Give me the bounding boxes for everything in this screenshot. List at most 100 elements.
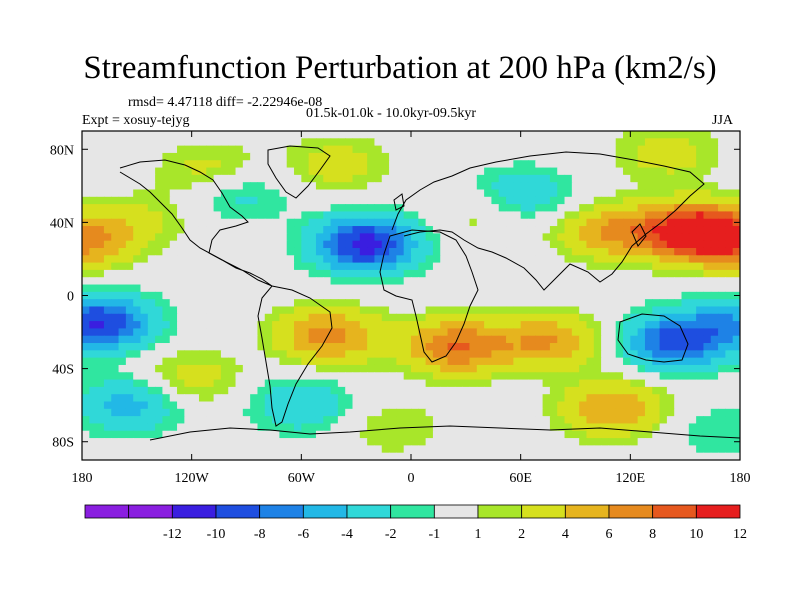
field-cell	[425, 160, 434, 169]
field-cell	[235, 372, 244, 381]
field-cell	[411, 335, 419, 344]
field-cell	[491, 306, 500, 315]
field-cell	[264, 408, 273, 417]
field-cell	[220, 291, 229, 300]
field-cell	[527, 401, 536, 410]
field-cell	[681, 379, 690, 388]
field-cell	[242, 211, 251, 220]
period-label: 01.5k-01.0k - 10.0kyr-09.5kyr	[306, 106, 477, 121]
field-cell	[681, 284, 690, 293]
field-cell	[381, 408, 390, 417]
field-cell	[564, 255, 573, 264]
field-cell	[272, 416, 280, 425]
field-cell	[623, 321, 631, 329]
field-cell	[206, 138, 215, 147]
field-cell	[367, 145, 376, 154]
field-cell	[454, 138, 463, 147]
field-cell	[652, 218, 661, 227]
field-cell	[571, 145, 580, 154]
field-cell	[710, 408, 719, 417]
field-cell	[155, 430, 164, 439]
field-cell	[462, 423, 471, 432]
field-cell	[242, 328, 251, 337]
field-cell	[294, 364, 302, 373]
field-cell	[396, 401, 405, 410]
field-cell	[235, 306, 244, 315]
field-cell	[403, 152, 412, 161]
field-cell	[644, 445, 653, 454]
field-cell	[323, 218, 332, 227]
field-cell	[308, 174, 317, 183]
field-cell	[125, 262, 134, 271]
field-cell	[681, 167, 690, 176]
field-cell	[272, 152, 280, 161]
field-cell	[198, 452, 207, 460]
field-cell	[294, 226, 302, 234]
field-cell	[447, 218, 456, 227]
field-cell	[264, 379, 273, 388]
field-cell	[323, 284, 332, 293]
field-cell	[630, 277, 639, 286]
field-cell	[162, 182, 171, 191]
field-cell	[440, 291, 449, 300]
field-cell	[710, 255, 719, 264]
field-cell	[308, 167, 317, 176]
field-cell	[169, 247, 178, 256]
field-cell	[103, 218, 112, 227]
field-cell	[513, 145, 522, 154]
field-cell	[571, 189, 580, 198]
field-cell	[235, 430, 244, 439]
field-cell	[411, 299, 419, 308]
field-cell	[564, 138, 573, 147]
field-cell	[367, 321, 376, 329]
field-cell	[345, 430, 354, 439]
field-cell	[228, 284, 237, 293]
field-cell	[681, 204, 690, 213]
field-cell	[411, 452, 419, 460]
field-cell	[608, 452, 617, 460]
field-cell	[337, 145, 346, 154]
field-cell	[688, 379, 697, 388]
field-cell	[198, 138, 207, 147]
field-cell	[191, 386, 200, 395]
field-cell	[315, 423, 324, 432]
field-cell	[367, 189, 376, 198]
field-cell	[513, 328, 522, 337]
field-cell	[396, 328, 405, 337]
field-cell	[330, 255, 339, 264]
field-cell	[696, 131, 705, 139]
field-cell	[140, 182, 149, 191]
field-cell	[191, 313, 200, 322]
field-cell	[710, 233, 719, 242]
field-cell	[696, 196, 705, 205]
field-cell	[337, 174, 346, 183]
field-cell	[367, 269, 376, 278]
field-cell	[615, 204, 624, 213]
field-cell	[257, 379, 266, 388]
field-cell	[586, 306, 595, 315]
field-cell	[659, 167, 668, 176]
field-cell	[571, 196, 580, 205]
field-cell	[96, 138, 105, 147]
field-cell	[725, 321, 734, 329]
field-cell	[286, 372, 295, 381]
field-cell	[301, 372, 310, 381]
field-cell	[111, 262, 120, 271]
field-cell	[513, 269, 522, 278]
field-cell	[432, 430, 441, 439]
field-cell	[454, 306, 463, 315]
field-cell	[279, 262, 288, 271]
field-cell	[213, 416, 222, 425]
field-cell	[264, 430, 273, 439]
field-cell	[411, 430, 419, 439]
field-cell	[425, 240, 434, 249]
field-cell	[535, 350, 544, 359]
field-cell	[308, 247, 317, 256]
field-cell	[111, 226, 120, 234]
field-cell	[725, 240, 734, 249]
field-cell	[359, 401, 368, 410]
field-cell	[703, 408, 712, 417]
field-cell	[213, 364, 222, 373]
field-cell	[381, 350, 390, 359]
field-cell	[601, 218, 609, 227]
